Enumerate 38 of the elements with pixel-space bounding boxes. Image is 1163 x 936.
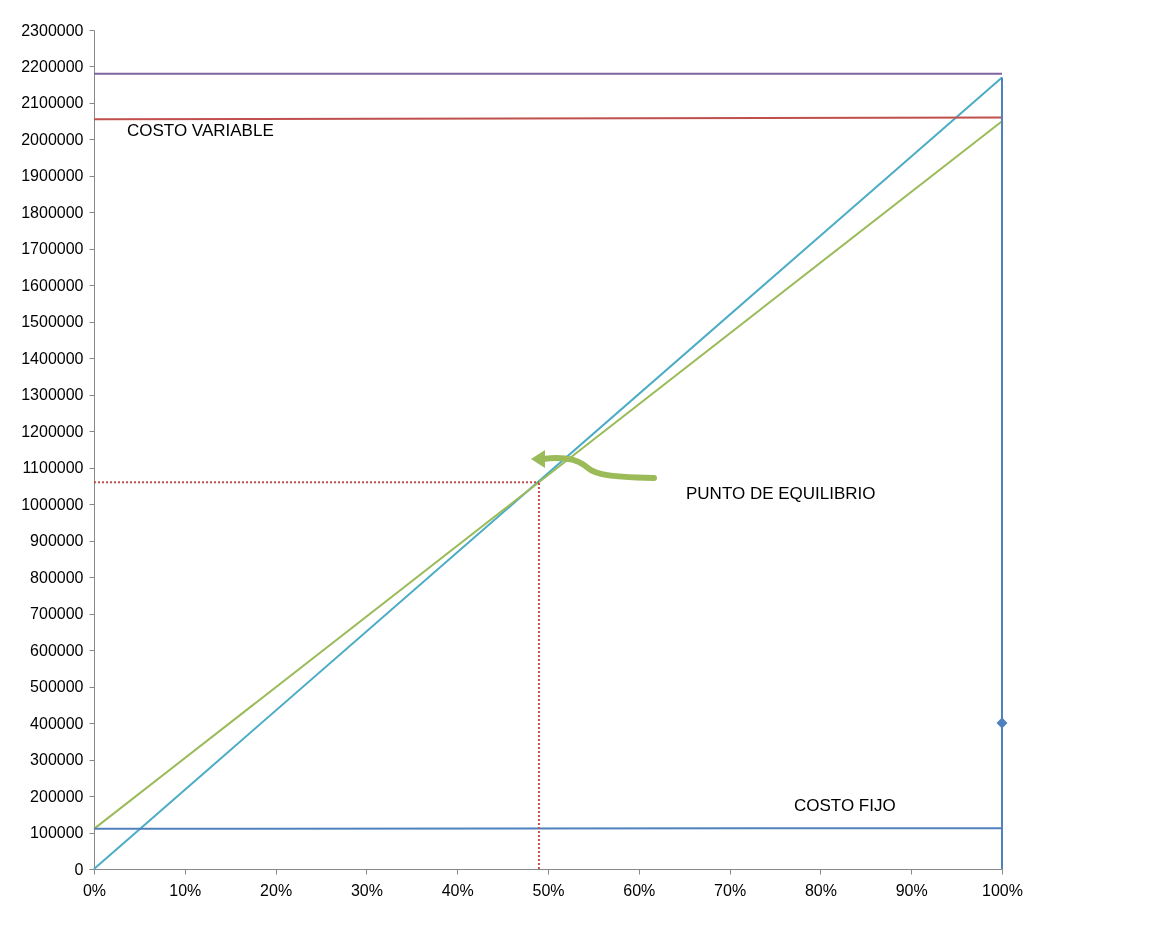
x-tick-label: 70% [714,881,747,899]
y-tick-label: 2200000 [21,57,84,75]
y-tick-label: 2100000 [21,94,84,112]
y-tick-label: 1000000 [21,495,84,513]
x-tick-label: 90% [895,881,928,899]
y-tick-label: 2000000 [21,130,84,148]
y-tick-label: 1700000 [21,240,84,258]
y-tick-label: 1600000 [21,276,84,294]
y-tick-label: 1900000 [21,167,84,185]
y-tick-label: 1200000 [21,422,84,440]
x-tick-label: 30% [350,881,383,899]
x-tick-label: 40% [441,881,474,899]
y-tick-label: 2300000 [21,21,84,39]
x-tick-label: 20% [260,881,293,899]
y-tick-label: 0 [74,860,84,878]
y-tick-label: 1400000 [21,349,84,367]
y-tick-label: 1500000 [21,313,84,331]
annotation: COSTO FIJO [794,796,896,815]
y-tick-label: 1800000 [21,203,84,221]
y-tick-label: 700000 [30,605,84,623]
x-tick-label: 100% [982,881,1023,899]
y-tick-label: 900000 [30,532,84,550]
x-tick-label: 0% [82,881,107,899]
y-tick-label: 800000 [30,568,84,586]
y-tick-label: 1300000 [21,386,84,404]
y-tick-label: 400000 [30,714,84,732]
y-tick-label: 300000 [30,751,84,769]
y-tick-label: 500000 [30,678,84,696]
x-tick-label: 80% [804,881,837,899]
x-tick-label: 10% [169,881,202,899]
y-tick-label: 200000 [30,787,84,805]
y-tick-label: 1100000 [22,459,84,477]
annotation: COSTO VARIABLE [127,121,274,140]
annotation: PUNTO DE EQUILIBRIO [686,484,876,503]
x-tick-label: 50% [532,881,565,899]
y-tick-label: 100000 [30,824,84,842]
y-tick-label: 600000 [30,641,84,659]
x-tick-label: 60% [623,881,656,899]
